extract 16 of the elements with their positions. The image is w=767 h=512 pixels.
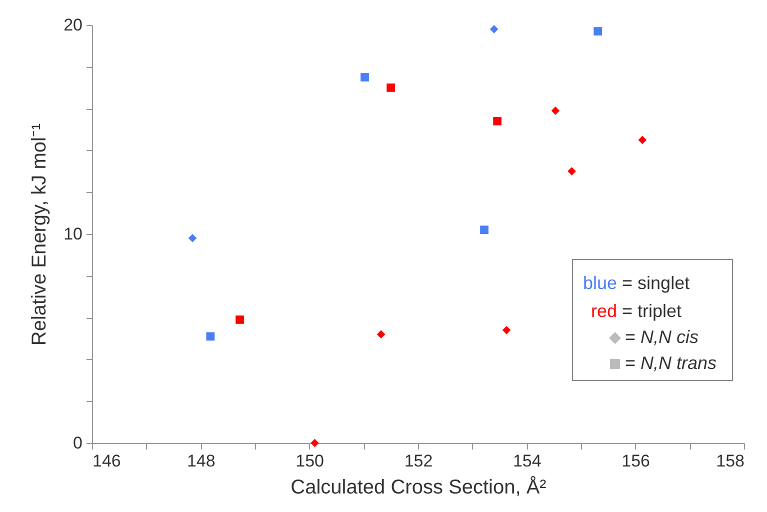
y-tick-label: 10: [64, 224, 82, 244]
x-tick-label: 150: [296, 452, 324, 470]
x-tick-label: 158: [716, 452, 744, 470]
x-axis-title: Calculated Cross Section, Å²: [290, 476, 547, 498]
x-tick-label: 146: [92, 452, 121, 470]
y-tick-label: 0: [73, 434, 82, 452]
y-axis-title: Relative Energy, kJ mol⁻¹: [28, 123, 51, 346]
x-tick-label: 156: [622, 452, 650, 470]
x-tick-label: 154: [512, 452, 542, 470]
annotation: blue = singlet: [583, 273, 690, 293]
x-tick-label: 152: [404, 452, 433, 470]
annotation: = N,N trans: [625, 353, 717, 373]
annotation: = N,N cis: [625, 327, 699, 347]
annotation: red = triplet: [591, 301, 682, 321]
y-tick-label: 20: [64, 16, 82, 34]
x-tick-label: 148: [186, 452, 216, 470]
